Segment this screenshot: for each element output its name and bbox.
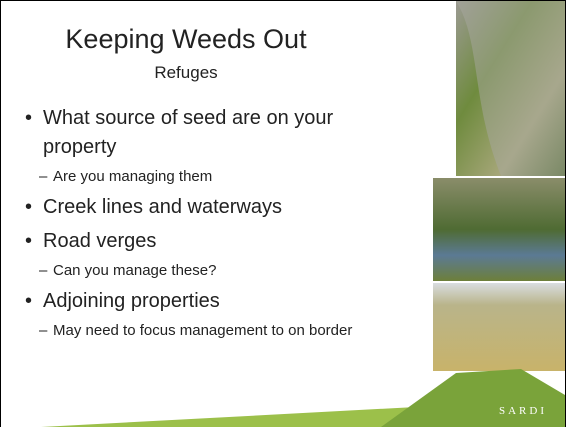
- dash: –: [39, 260, 47, 282]
- dash: –: [39, 320, 47, 342]
- bullet-text: May need to focus management to on borde…: [53, 322, 352, 339]
- footer-logo: SARDI: [499, 405, 547, 417]
- sub-bullet: –May need to focus management to on bord…: [23, 320, 418, 342]
- bullet-text: Creek lines and waterways: [43, 196, 282, 218]
- bullet: What source of seed are on your property: [23, 104, 363, 162]
- bullet-text: Adjoining properties: [43, 290, 220, 312]
- slide: Keeping Weeds Out Refuges What source of…: [0, 0, 566, 427]
- footer-wedge: [381, 369, 565, 427]
- sub-bullet: –Can you manage these?: [23, 260, 453, 282]
- photo-field: [433, 283, 565, 371]
- bullet-text: Can you manage these?: [53, 262, 216, 279]
- sub-bullet: –Are you managing them: [23, 166, 453, 188]
- bullet-text: Are you managing them: [53, 168, 212, 185]
- bullet: Adjoining properties: [23, 287, 443, 316]
- bullet: Creek lines and waterways: [23, 193, 443, 222]
- bullet-text: What source of seed are on your property: [43, 107, 333, 158]
- slide-subtitle: Refuges: [21, 63, 351, 83]
- dash: –: [39, 166, 47, 188]
- bullet-list: What source of seed are on your property…: [23, 99, 443, 342]
- bullet-text: Road verges: [43, 230, 156, 252]
- bullet: Road verges: [23, 227, 443, 256]
- slide-title: Keeping Weeds Out: [21, 23, 351, 55]
